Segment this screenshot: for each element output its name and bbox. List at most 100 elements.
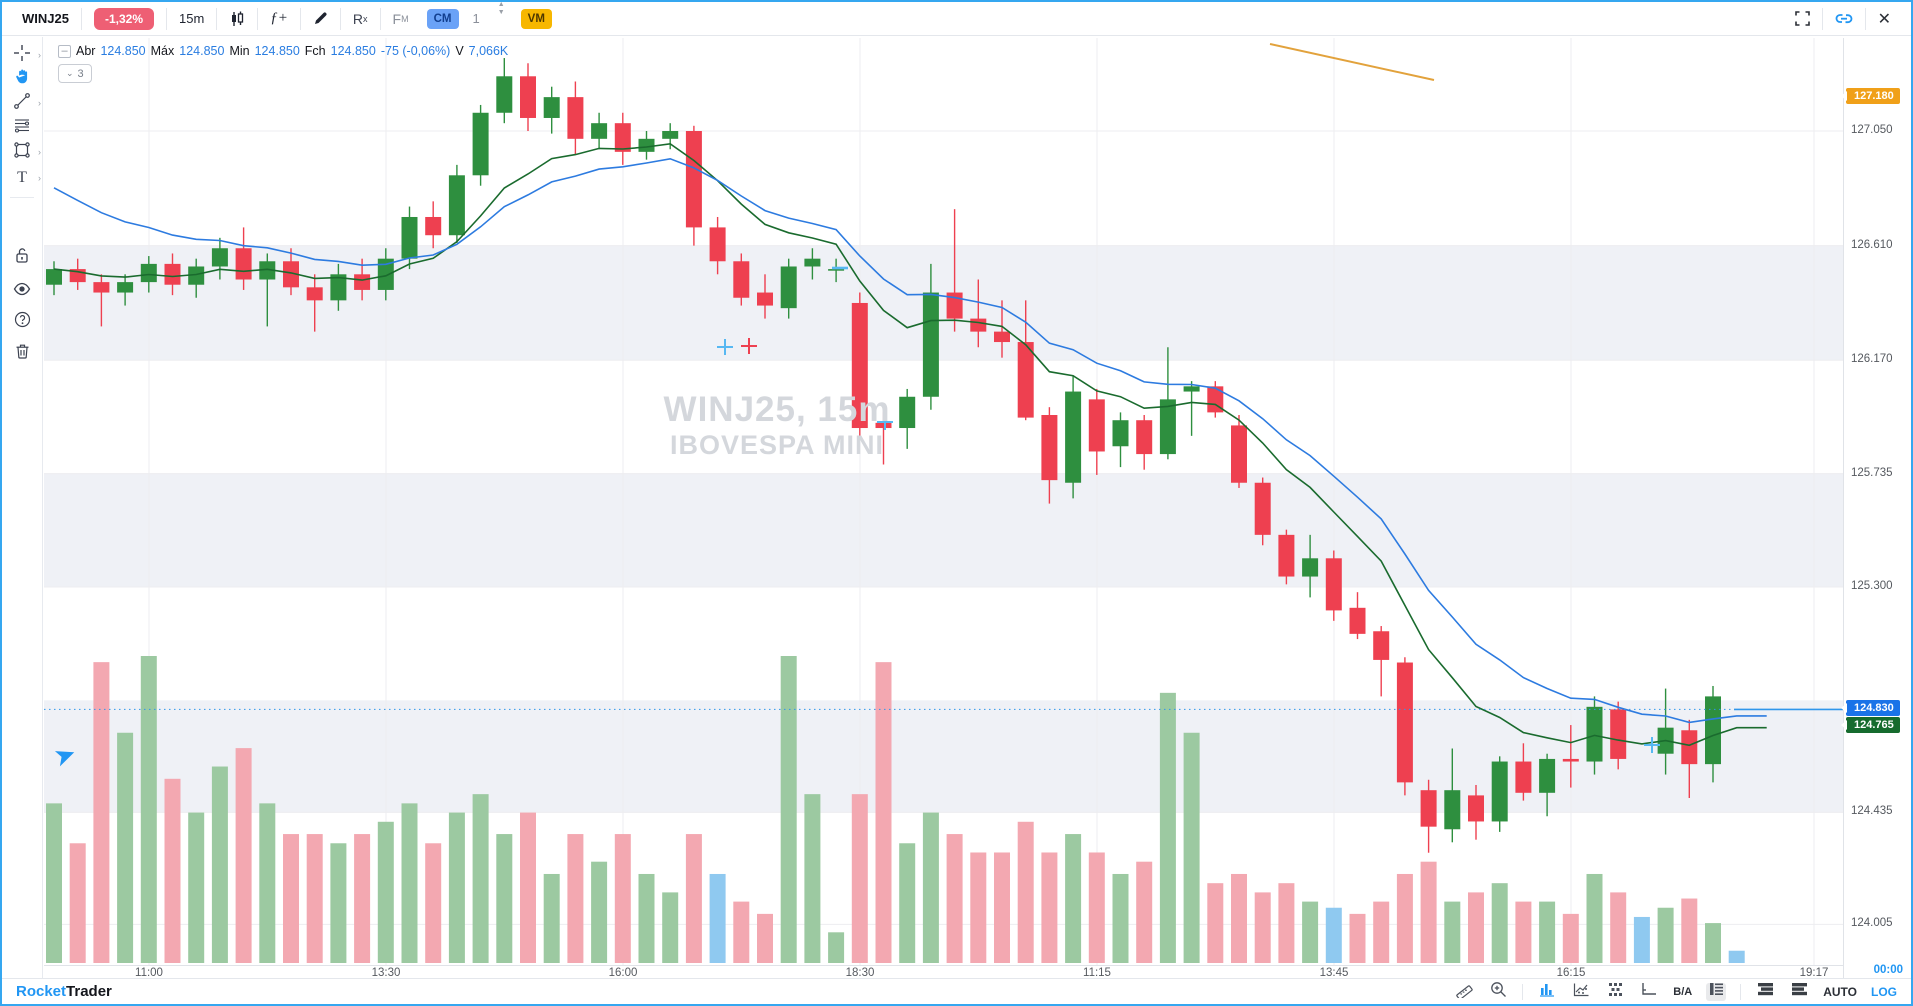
chart-plot[interactable]: WINJ25, 15m IBOVESPA MINI – Abr 124.850 …: [44, 38, 1847, 980]
axis-settings-button[interactable]: [1639, 983, 1659, 1001]
volume-bar: [1112, 873, 1129, 963]
close-button[interactable]: ✕: [1866, 2, 1903, 35]
order-book-toggle[interactable]: [1706, 982, 1727, 1001]
volume-bar: [140, 656, 157, 963]
tape-left-button[interactable]: [1755, 983, 1775, 1001]
parallel-lines-tool[interactable]: [5, 115, 39, 139]
volume-bar: [1278, 883, 1295, 963]
volume-bar: [1515, 901, 1532, 963]
drawing-tool-button[interactable]: [301, 2, 340, 35]
candle-body: [567, 97, 584, 139]
auto-scale-toggle[interactable]: AUTO: [1823, 984, 1857, 999]
user-trendline[interactable]: [1269, 43, 1435, 81]
candle-body: [1444, 790, 1461, 830]
indicator-panel-toggle[interactable]: [1571, 983, 1591, 1001]
lock-drawings-button[interactable]: [5, 246, 39, 270]
volume-bar: [235, 748, 252, 963]
link-button[interactable]: [1823, 2, 1865, 35]
price-band: [44, 245, 1847, 361]
candle-body: [1278, 534, 1295, 577]
hide-drawings-button[interactable]: [5, 279, 39, 303]
volume-bar: [804, 794, 821, 963]
volume-bar: [875, 662, 892, 963]
ema-slow-line: [53, 157, 1767, 724]
measure-button[interactable]: [1454, 983, 1474, 1001]
toolbar-divider: [216, 7, 218, 30]
quantity-stepper[interactable]: ▲ ▼: [488, 2, 515, 35]
candle-body: [994, 331, 1010, 343]
step-down-icon[interactable]: ▼: [497, 9, 505, 16]
stacked-rows-left-icon: [1757, 982, 1774, 1001]
toolbar-divider: [299, 7, 301, 30]
chevron-right-icon[interactable]: ›: [38, 50, 41, 60]
candlestick-chart[interactable]: [44, 38, 1847, 965]
quantity-value[interactable]: 1: [472, 11, 480, 26]
log-scale-toggle[interactable]: LOG: [1871, 984, 1897, 999]
text-tool[interactable]: T ›: [5, 166, 41, 190]
indicators-button[interactable]: ƒ+: [270, 10, 288, 26]
volume-bar: [1136, 861, 1153, 963]
legend-change-value: -75 (-0,06%): [380, 44, 451, 58]
step-up-icon[interactable]: ▲: [497, 1, 505, 8]
times-trades-toggle[interactable]: [1605, 982, 1625, 1001]
volume-bar: [46, 803, 62, 963]
volume-bar: [1088, 852, 1105, 963]
hand-tool[interactable]: [5, 67, 39, 91]
candle-body: [448, 175, 465, 236]
toolbar-divider: [339, 7, 341, 30]
chart-style-button[interactable]: [217, 2, 257, 35]
navigation-arrow-button[interactable]: [54, 744, 78, 768]
toolbar-divider: [379, 7, 381, 30]
price-badge: 124.765: [1846, 717, 1900, 734]
price-tick-label: 125.300: [1851, 579, 1893, 592]
trendline-tool[interactable]: ›: [5, 91, 41, 115]
hand-icon: [14, 68, 31, 90]
chevron-right-icon[interactable]: ›: [38, 173, 41, 183]
time-axis[interactable]: 11:00 13:30 16:00 18:30 11:15 13:45 16:15 19:17: [44, 965, 1847, 980]
crosshair-tool[interactable]: ›: [5, 43, 41, 67]
candle-body: [1420, 790, 1437, 827]
volume-bar: [946, 834, 963, 963]
volume-bars-icon: [1539, 982, 1556, 1002]
interval-button[interactable]: 15m: [179, 11, 205, 26]
bar-count-button[interactable]: ⌄ 3: [58, 64, 92, 83]
fullscreen-button[interactable]: [1783, 2, 1822, 35]
chevron-right-icon[interactable]: ›: [38, 98, 41, 108]
cm-toggle[interactable]: CM: [421, 2, 465, 35]
candle-body: [1373, 631, 1390, 660]
toolbar-divider: [80, 7, 82, 30]
bid-ask-toggle[interactable]: B/A: [1673, 985, 1693, 998]
price-badge: 127.180: [1846, 88, 1900, 105]
delete-drawings-button[interactable]: [5, 341, 39, 365]
legend-collapse-icon[interactable]: –: [58, 44, 71, 58]
help-button[interactable]: [5, 310, 39, 334]
volume-bar: [496, 834, 513, 963]
price-axis[interactable]: 127.050 126.610 126.170 125.735 125.300 124.4…: [1843, 38, 1909, 978]
trendline-icon: [13, 92, 31, 115]
change-badge-wrap: -1,32%: [82, 2, 166, 35]
tape-right-button[interactable]: [1789, 983, 1809, 1001]
volume-bar: [354, 834, 371, 963]
zoom-in-button[interactable]: [1488, 981, 1508, 1001]
volume-bar: [1586, 873, 1603, 963]
volume-bar: [259, 803, 276, 963]
eye-icon: [13, 282, 31, 301]
volume-bar: [709, 873, 726, 963]
vm-toggle[interactable]: VM: [515, 2, 558, 35]
chevron-right-icon[interactable]: ›: [38, 147, 41, 157]
symbol-button[interactable]: WINJ25: [22, 11, 69, 26]
candle-body: [1231, 425, 1247, 483]
status-bar: RocketTrader: [2, 978, 1911, 1004]
volume-panel-toggle[interactable]: [1537, 983, 1557, 1001]
fullscreen-icon: [1794, 11, 1810, 26]
rectangle-icon: [13, 141, 31, 164]
shapes-tool[interactable]: ›: [5, 140, 41, 164]
candle-body: [591, 123, 608, 139]
volume-bar: [1562, 913, 1579, 963]
candle-body: [1468, 795, 1484, 822]
scatter-line-icon: [1573, 982, 1590, 1002]
volume-bar: [1207, 883, 1224, 963]
